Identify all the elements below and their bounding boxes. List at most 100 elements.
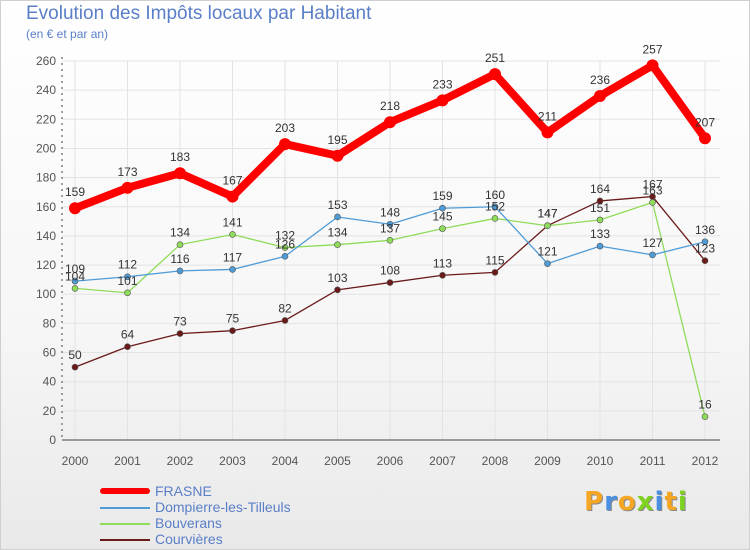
- data-point: [491, 269, 499, 276]
- data-label: 159: [65, 185, 85, 199]
- data-point: [71, 277, 79, 285]
- data-label: 251: [485, 51, 505, 65]
- data-label: 64: [121, 328, 135, 342]
- chart-subtitle: (en € et par an): [26, 27, 109, 41]
- x-tick-label: 2009: [534, 454, 561, 468]
- legend-label-bouverans: Bouverans: [155, 515, 222, 531]
- data-point: [544, 222, 551, 230]
- data-label: 207: [695, 115, 715, 129]
- data-point: [701, 257, 709, 265]
- data-point: [121, 181, 134, 194]
- data-label: 236: [590, 73, 610, 87]
- data-label: 233: [432, 77, 452, 91]
- data-point: [334, 213, 341, 221]
- data-label: 163: [642, 183, 662, 197]
- x-tick-label: 2001: [114, 454, 141, 468]
- data-point: [229, 266, 236, 273]
- data-point: [701, 413, 709, 420]
- data-label: 117: [223, 250, 242, 264]
- data-point: [226, 190, 239, 203]
- legend-label-courvieres: Courvières: [155, 531, 223, 547]
- x-tick-label: 2004: [272, 454, 299, 468]
- data-point: [439, 204, 446, 212]
- x-tick-label: 2002: [167, 454, 194, 468]
- data-label: 103: [327, 271, 347, 285]
- data-label: 137: [380, 221, 400, 235]
- data-label: 257: [642, 42, 662, 56]
- data-label: 108: [380, 264, 400, 278]
- data-point: [176, 330, 184, 337]
- data-label: 73: [173, 315, 187, 329]
- y-tick-label: 20: [43, 404, 57, 418]
- data-label: 116: [170, 252, 189, 266]
- data-point: [646, 59, 659, 72]
- data-point: [594, 89, 606, 102]
- data-label: 134: [327, 226, 347, 240]
- data-point: [649, 199, 656, 206]
- y-tick-label: 160: [36, 200, 56, 214]
- data-point: [124, 343, 131, 351]
- data-point: [596, 216, 604, 224]
- legend-swatch-frasne: [100, 488, 150, 494]
- data-point: [124, 289, 131, 297]
- data-label: 167: [642, 178, 662, 192]
- data-point: [439, 271, 446, 279]
- y-tick-label: 240: [36, 83, 56, 97]
- data-label: 16: [698, 398, 712, 412]
- data-label: 136: [695, 223, 715, 237]
- chart-title: Evolution des Impôts locaux par Habitant: [26, 3, 372, 24]
- data-label: 104: [65, 269, 85, 283]
- x-tick-label: 2010: [587, 454, 614, 468]
- data-point: [174, 167, 186, 180]
- data-label: 203: [275, 121, 295, 135]
- data-label: 159: [432, 189, 452, 203]
- x-tick-label: 2003: [219, 454, 246, 468]
- data-point: [71, 363, 79, 371]
- data-point: [71, 285, 79, 292]
- x-tick-label: 2000: [62, 454, 89, 468]
- data-point: [281, 244, 289, 251]
- legend-swatch-dompierre: [100, 507, 150, 509]
- data-label: 195: [327, 133, 347, 147]
- data-point: [541, 126, 554, 139]
- data-label: 164: [590, 182, 610, 196]
- y-tick-label: 260: [36, 54, 56, 68]
- legend-label-dompierre: Dompierre-les-Tilleuls: [155, 499, 291, 515]
- data-label: 153: [327, 198, 347, 212]
- x-tick-label: 2008: [482, 454, 509, 468]
- data-label: 148: [380, 205, 400, 219]
- y-tick-label: 120: [36, 258, 56, 272]
- data-point: [491, 203, 499, 211]
- data-label: 115: [485, 253, 504, 267]
- data-label: 101: [117, 274, 137, 288]
- data-point: [491, 215, 499, 222]
- data-point: [69, 202, 81, 215]
- logo-letter: o: [617, 487, 637, 517]
- data-point: [701, 238, 709, 246]
- data-label: 134: [170, 226, 190, 240]
- data-label: 113: [433, 256, 452, 270]
- data-point: [439, 225, 446, 232]
- data-point: [386, 236, 394, 244]
- data-point: [281, 253, 289, 260]
- legend-label-frasne: FRASNE: [155, 483, 212, 499]
- data-label: 160: [485, 188, 505, 202]
- y-tick-label: 60: [43, 346, 57, 360]
- y-tick-label: 40: [43, 375, 57, 389]
- data-label: 123: [695, 242, 715, 256]
- data-point: [229, 327, 236, 334]
- logo-letter: i: [654, 487, 665, 517]
- data-point: [596, 242, 604, 250]
- data-point: [596, 197, 604, 205]
- y-tick-label: 0: [49, 433, 56, 447]
- x-tick-label: 2007: [429, 454, 456, 468]
- data-point: [436, 94, 449, 107]
- proxiti-logo: Proxiti: [584, 487, 688, 517]
- data-point: [176, 241, 184, 248]
- data-label: 167: [222, 174, 242, 188]
- data-label: 132: [275, 229, 295, 243]
- y-tick-label: 100: [36, 287, 56, 301]
- data-point: [176, 267, 184, 275]
- data-point: [334, 241, 341, 248]
- data-label: 151: [590, 201, 610, 215]
